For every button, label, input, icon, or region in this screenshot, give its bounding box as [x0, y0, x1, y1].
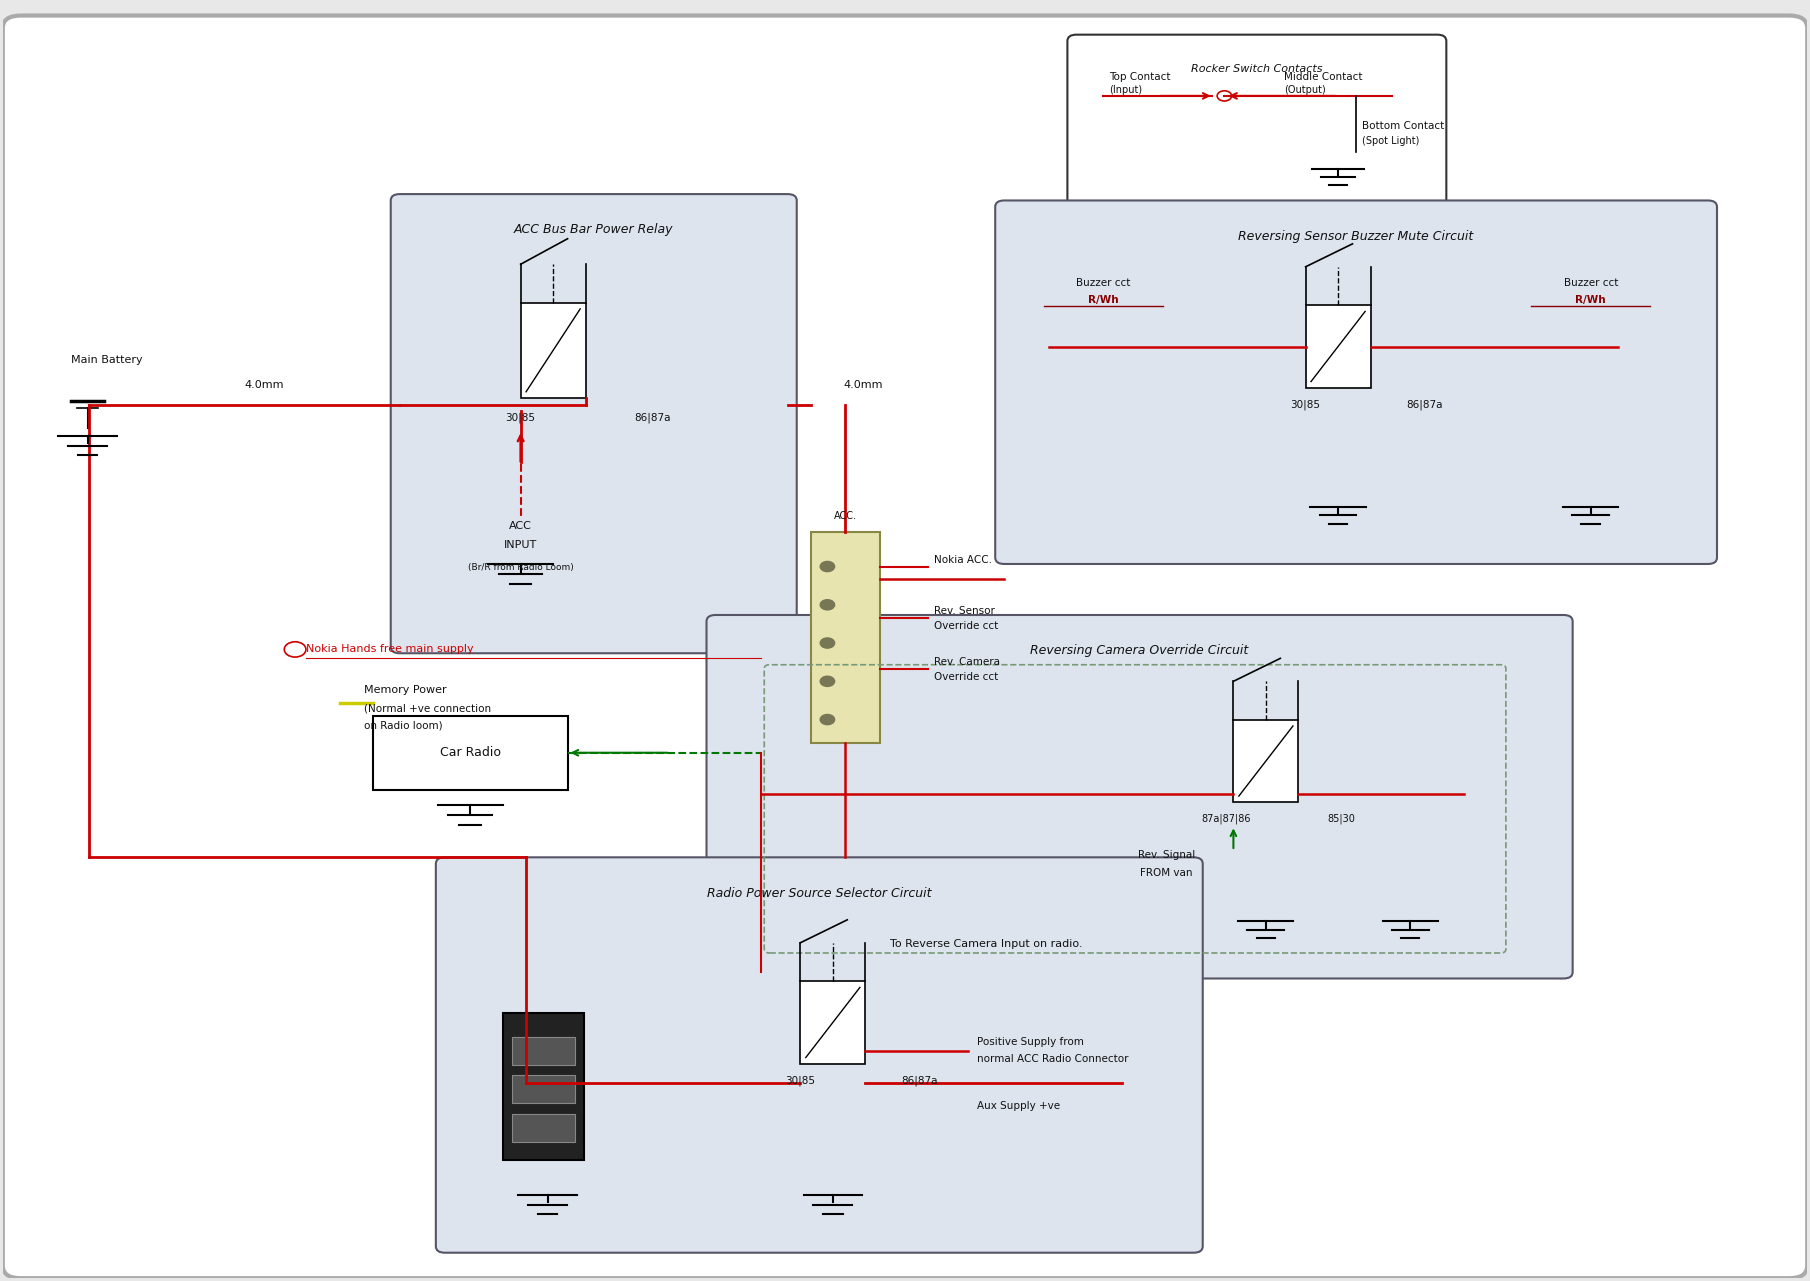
Text: 86|87a: 86|87a	[634, 412, 672, 423]
Text: 30|85: 30|85	[786, 1075, 814, 1086]
Text: 86|87a: 86|87a	[1406, 400, 1443, 410]
Text: Top Contact: Top Contact	[1110, 72, 1171, 82]
Text: 30|85: 30|85	[505, 412, 536, 423]
Bar	[811, 532, 880, 743]
FancyBboxPatch shape	[706, 615, 1573, 979]
Text: To Reverse Camera Input on radio.: To Reverse Camera Input on radio.	[891, 939, 1082, 949]
Text: ACC Bus Bar Power Relay: ACC Bus Bar Power Relay	[514, 223, 673, 237]
Text: Rocker Switch Contacts: Rocker Switch Contacts	[1191, 64, 1323, 74]
FancyBboxPatch shape	[436, 857, 1202, 1253]
Text: 87a|87|86: 87a|87|86	[1202, 813, 1251, 824]
Text: Memory Power: Memory Power	[364, 685, 447, 696]
Text: Aux Supply +ve: Aux Supply +ve	[977, 1102, 1061, 1111]
Bar	[1305, 305, 1370, 388]
Text: (Input): (Input)	[1110, 85, 1142, 95]
Text: ACC: ACC	[509, 520, 532, 530]
Text: (Normal +ve connection: (Normal +ve connection	[364, 703, 491, 714]
Text: Positive Supply from: Positive Supply from	[977, 1038, 1084, 1048]
Text: 85|30: 85|30	[1329, 813, 1356, 824]
Text: INPUT: INPUT	[503, 539, 538, 550]
FancyBboxPatch shape	[4, 15, 1806, 1278]
Text: Nokia Hands free main supply: Nokia Hands free main supply	[306, 644, 474, 655]
Text: Override cct: Override cct	[934, 673, 997, 683]
Text: Buzzer cct: Buzzer cct	[1077, 278, 1131, 288]
Bar	[512, 1038, 576, 1066]
Text: FROM van: FROM van	[1140, 867, 1193, 877]
Text: Rev. Sensor: Rev. Sensor	[934, 606, 996, 616]
Text: (Output): (Output)	[1283, 85, 1325, 95]
Text: Rev. Signal: Rev. Signal	[1138, 849, 1195, 860]
Text: (Br/R from Radio Loom): (Br/R from Radio Loom)	[467, 564, 574, 573]
Text: Reversing Camera Override Circuit: Reversing Camera Override Circuit	[1030, 644, 1249, 657]
Circle shape	[820, 676, 834, 687]
Text: Radio Power Source Selector Circuit: Radio Power Source Selector Circuit	[708, 886, 932, 899]
Circle shape	[820, 561, 834, 571]
Text: R/Wh: R/Wh	[1088, 295, 1119, 305]
Text: 4.0mm: 4.0mm	[244, 380, 284, 391]
Text: Car Radio: Car Radio	[440, 747, 501, 760]
Text: normal ACC Radio Connector: normal ACC Radio Connector	[977, 1054, 1129, 1063]
Text: 4.0mm: 4.0mm	[843, 380, 883, 391]
Text: Main Battery: Main Battery	[71, 355, 143, 365]
Text: Rev. Camera: Rev. Camera	[934, 657, 999, 667]
FancyBboxPatch shape	[391, 195, 796, 653]
Text: Nokia ACC.: Nokia ACC.	[934, 555, 992, 565]
Bar	[800, 981, 865, 1065]
Bar	[1233, 720, 1298, 802]
Text: 30|85: 30|85	[1291, 400, 1321, 410]
Bar	[373, 716, 568, 789]
Circle shape	[820, 638, 834, 648]
Bar	[521, 302, 586, 398]
Bar	[503, 1013, 585, 1159]
Text: (Spot Light): (Spot Light)	[1361, 136, 1419, 146]
Text: Middle Contact: Middle Contact	[1283, 72, 1363, 82]
Bar	[512, 1076, 576, 1103]
Text: Reversing Sensor Buzzer Mute Circuit: Reversing Sensor Buzzer Mute Circuit	[1238, 229, 1473, 243]
Circle shape	[820, 600, 834, 610]
Circle shape	[820, 715, 834, 725]
Text: ACC.: ACC.	[834, 511, 856, 520]
Text: 86|87a: 86|87a	[901, 1075, 938, 1086]
FancyBboxPatch shape	[1068, 35, 1446, 206]
Text: Bottom Contact: Bottom Contact	[1361, 122, 1444, 132]
Text: Override cct: Override cct	[934, 621, 997, 632]
Text: Buzzer cct: Buzzer cct	[1564, 278, 1618, 288]
Bar	[512, 1113, 576, 1141]
Text: R/Wh: R/Wh	[1575, 295, 1605, 305]
FancyBboxPatch shape	[996, 200, 1718, 564]
Text: on Radio loom): on Radio loom)	[364, 721, 442, 731]
